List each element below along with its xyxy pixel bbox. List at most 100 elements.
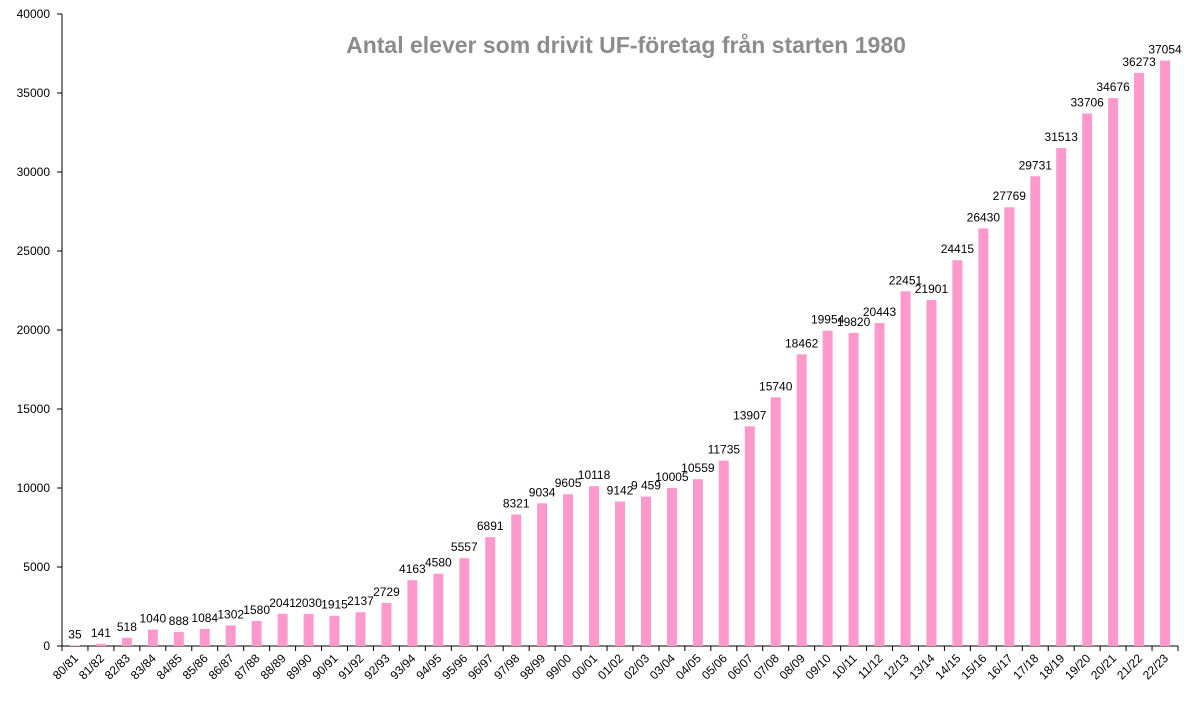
bar-90-91 [329,615,340,646]
data-label: 10559 [681,461,715,475]
bar-11-12 [874,323,885,646]
data-label: 2137 [347,594,374,608]
x-tick-label: 22/23 [1140,651,1171,682]
data-label: 518 [117,620,137,634]
data-label: 27769 [993,189,1027,203]
bar-89-90 [303,613,314,646]
data-label: 37054 [1148,43,1182,57]
x-tick-label: 03/04 [647,651,678,682]
data-label: 35 [68,627,82,641]
data-label: 1580 [243,603,270,617]
data-label: 9605 [555,476,582,490]
x-tick-label: 93/94 [387,651,418,682]
x-tick-label: 84/85 [154,651,185,682]
data-label: 5557 [451,540,478,554]
data-label: 8321 [503,497,530,511]
bar-96-97 [485,537,496,646]
bar-06-07 [744,426,755,646]
bar-10-11 [848,332,859,646]
data-label: 22451 [889,273,923,287]
bar-94-95 [433,573,444,646]
bar-04-05 [692,479,703,646]
bar-80-81 [69,645,80,646]
x-tick-label: 11/12 [855,651,886,682]
bar-97-98 [511,514,522,646]
x-tick-label: 06/07 [725,651,756,682]
data-label: 6891 [477,519,504,533]
x-tick-label: 14/15 [932,651,963,682]
chart-title: Antal elever som drivit UF-företag från … [346,32,906,58]
x-tick-label: 99/00 [543,651,574,682]
bar-21-22 [1134,72,1145,646]
x-tick-label: 01/02 [595,651,626,682]
data-label: 29731 [1019,158,1053,172]
data-label: 10118 [578,468,611,482]
x-tick-label: 00/01 [569,651,600,682]
data-label: 2030 [295,596,322,610]
bar-91-92 [355,612,366,646]
data-label: 36273 [1122,55,1156,69]
x-tick-label: 05/06 [699,651,730,682]
y-tick-label: 40000 [17,7,51,21]
data-label: 21901 [915,282,949,296]
x-tick-label: 98/99 [517,651,548,682]
bar-88-89 [277,613,288,646]
data-label: 26430 [967,210,1001,224]
data-label: 1084 [191,611,218,625]
data-label: 24415 [941,242,975,256]
data-label: 1915 [321,598,348,612]
bar-16-17 [1004,207,1015,646]
x-tick-label: 10/11 [829,651,860,682]
bar-87-88 [251,621,262,646]
bar-02-03 [640,496,651,646]
x-tick-label: 86/87 [206,651,237,682]
bar-18-19 [1056,148,1067,646]
y-tick-label: 10000 [17,481,51,495]
data-label: 18462 [785,336,819,350]
x-tick-label: 91/92 [335,651,366,682]
x-tick-label: 08/09 [777,651,808,682]
y-tick-label: 5000 [23,560,50,574]
y-tick-labels: 0 5000 10000 15000 20000 25000 30000 35000 40000 [17,7,51,653]
bar-05-06 [718,460,729,646]
bar-98-99 [537,503,548,646]
bar-92-93 [381,602,392,646]
bar-09-10 [822,330,833,646]
x-tick-label: 18/19 [1036,651,1067,682]
x-tick-label: 07/08 [751,651,782,682]
bar-17-18 [1030,176,1041,647]
bar-86-87 [225,625,236,646]
data-label: 19954 [811,313,845,327]
bar-07-08 [770,397,781,646]
data-label: 19820 [837,315,871,329]
data-label: 4580 [425,556,452,570]
data-label: 33706 [1070,95,1104,109]
data-label: 10005 [655,470,689,484]
data-label: 13907 [733,408,767,422]
data-label: 2729 [373,585,400,599]
bar-08-09 [796,354,807,646]
data-label: 31513 [1045,130,1079,144]
x-tick-label: 12/13 [880,651,911,682]
bar-00-01 [589,486,600,646]
x-tick-label: 13/14 [906,651,937,682]
x-tick-label: 17/18 [1010,651,1041,682]
bar-19-20 [1082,113,1093,647]
data-label: 15740 [759,379,793,393]
x-tick-label: 21/22 [1114,651,1145,682]
x-tick-label: 09/10 [803,651,834,682]
bar-03-04 [666,487,677,646]
data-label: 9 459 [631,479,661,493]
y-tick-label: 30000 [17,165,51,179]
x-tick-label: 83/84 [128,651,159,682]
bar-15-16 [978,228,989,646]
bar-84-85 [173,631,184,646]
bar-95-96 [459,558,470,646]
y-tick-label: 25000 [17,244,51,258]
bar-85-86 [199,628,210,646]
bar-14-15 [952,260,963,646]
x-tick-label: 85/86 [180,651,211,682]
y-tick-label: 35000 [17,86,51,100]
